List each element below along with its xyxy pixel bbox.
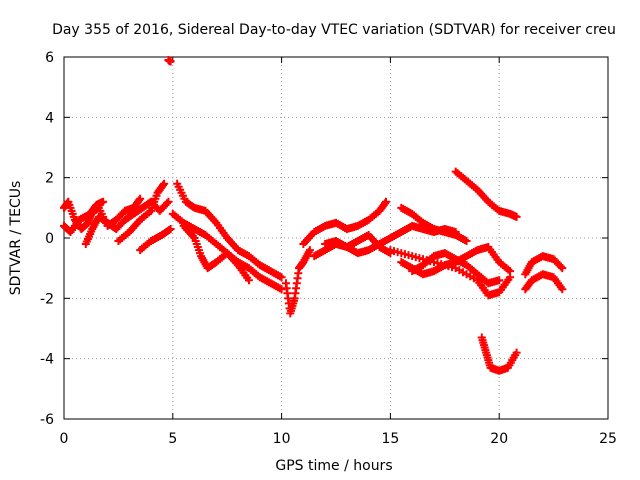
data-point: [382, 197, 391, 206]
data-point: [164, 197, 173, 206]
data-series-sat-c: [81, 197, 173, 249]
x-tick-label: 15: [381, 431, 399, 447]
data-point: [136, 194, 145, 203]
data-series-sat-i: [179, 221, 253, 285]
x-axis-label: GPS time / hours: [275, 458, 392, 474]
data-series-sat-f: [164, 56, 175, 66]
data-point: [165, 225, 174, 234]
data-point: [135, 196, 144, 205]
y-tick-label: -2: [40, 291, 54, 307]
x-tick-label: 10: [273, 431, 291, 447]
data-series-sat-r: [451, 167, 521, 221]
data-series-sat-e: [136, 224, 175, 255]
data-series-sat-s: [477, 333, 521, 375]
data-point: [495, 276, 504, 285]
data-point: [305, 246, 314, 255]
data-series-sat-j: [281, 246, 314, 318]
data-point: [556, 262, 565, 271]
y-tick-label: 4: [45, 110, 54, 126]
data-series-sat-n: [397, 203, 471, 246]
y-tick-label: 2: [45, 171, 54, 187]
data-series-sat-u: [521, 270, 567, 294]
data-point: [558, 264, 567, 273]
data-point: [558, 285, 567, 294]
y-tick-label: 0: [45, 231, 54, 247]
y-tick-label: -4: [40, 352, 54, 368]
x-tick-label: 20: [490, 431, 508, 447]
x-tick-label: 0: [60, 431, 69, 447]
data-point: [462, 237, 471, 246]
data-point: [162, 199, 171, 208]
y-axis-label: SDTVAR / TECUs: [8, 181, 24, 296]
data-point: [244, 276, 253, 285]
data-series-sat-g: [173, 179, 286, 282]
data-series-sat-k: [299, 197, 391, 249]
data-marks: [60, 56, 567, 375]
x-tick-label: 25: [599, 431, 617, 447]
data-point: [277, 285, 286, 294]
data-series-sat-q: [408, 249, 504, 288]
x-tick-label: 5: [168, 431, 177, 447]
data-point: [380, 199, 389, 208]
data-series-sat-d: [114, 179, 169, 246]
data-point: [512, 348, 521, 357]
data-point: [160, 179, 169, 188]
data-point: [99, 197, 108, 206]
y-tick-label: -6: [40, 412, 54, 428]
data-point: [512, 212, 521, 221]
data-series-sat-p: [397, 243, 515, 279]
chart-title: Day 355 of 2016, Sidereal Day-to-day VTE…: [52, 22, 616, 38]
y-tick-label: 6: [45, 50, 54, 66]
data-point: [166, 57, 175, 66]
data-point: [166, 224, 175, 233]
data-point: [506, 267, 515, 276]
data-series-sat-t: [521, 252, 567, 279]
data-point: [277, 273, 286, 282]
axis-ticks: 0 5 10 15 20 25 -6 -4 -2 0 2 4 6: [40, 50, 617, 447]
data-point: [159, 181, 168, 190]
